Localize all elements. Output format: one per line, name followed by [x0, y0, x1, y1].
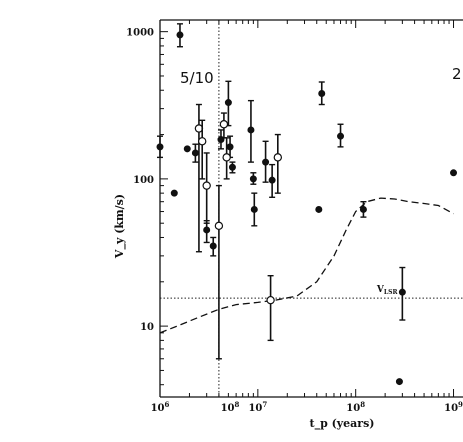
data-point-filled	[262, 158, 270, 166]
data-point-filled	[247, 126, 255, 134]
x-tick-label: 108	[221, 400, 240, 414]
data-point-open	[266, 295, 275, 305]
data-point-open	[222, 153, 231, 162]
data-point-filled	[315, 205, 323, 213]
data-point-filled	[203, 226, 211, 234]
data-point-open	[198, 137, 207, 146]
data-point-filled	[183, 145, 191, 153]
annotation-label: VLSR	[376, 285, 399, 296]
x-tick-label: 108	[346, 400, 365, 414]
data-point-filled	[395, 378, 403, 386]
data-point-filled	[226, 143, 234, 151]
data-point-filled	[318, 90, 326, 98]
data-point-filled	[228, 163, 236, 171]
data-point-filled	[359, 205, 367, 213]
data-point-open	[214, 221, 224, 231]
data-point-filled	[224, 99, 232, 107]
data-point-filled	[209, 242, 217, 250]
data-point-filled	[268, 176, 276, 184]
y-tick-label: 100	[133, 175, 154, 186]
y-axis-title: V_y (km/s)	[113, 194, 127, 259]
y-tick-label: 1000	[126, 28, 154, 39]
data-point-filled	[250, 205, 258, 213]
y-tick-label: 10	[140, 322, 154, 333]
data-point-open	[273, 153, 283, 162]
data-point-filled	[170, 189, 178, 197]
panel-label-right: 2	[452, 65, 462, 83]
data-point-filled	[450, 169, 458, 177]
data-point-filled	[249, 175, 257, 183]
data-point-open	[202, 181, 211, 190]
data-point-filled	[191, 149, 199, 157]
panel-label-left: 5/10	[180, 69, 214, 87]
data-point-filled	[398, 288, 406, 296]
x-tick-label: 109	[444, 400, 463, 414]
data-point-filled	[176, 31, 184, 39]
x-tick-label: 106	[151, 400, 170, 414]
x-tick-label: 107	[248, 400, 267, 414]
dashed-model-curve	[159, 197, 454, 334]
data-point-filled	[337, 132, 345, 140]
x-axis-title: t_p (years)	[309, 417, 374, 431]
data-point-open	[219, 120, 229, 129]
